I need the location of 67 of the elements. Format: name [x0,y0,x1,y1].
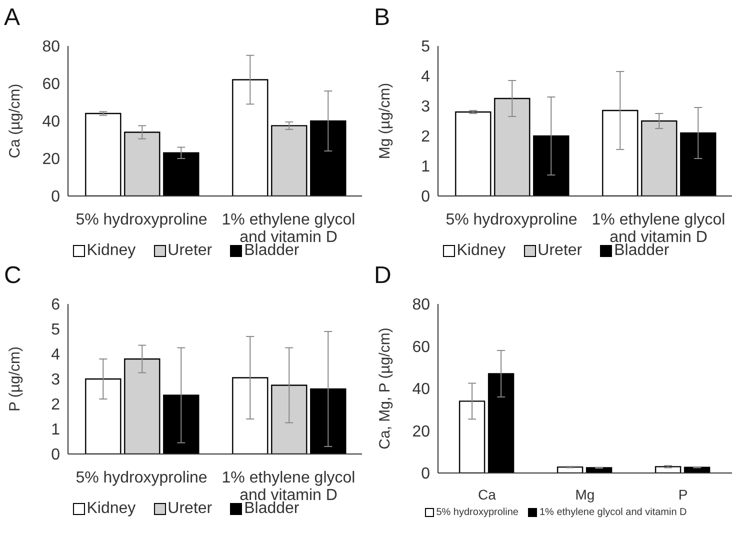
y-tick-label: 2 [51,396,60,414]
y-tick-label: 1 [421,158,430,176]
chart-title: D [374,262,392,290]
bar [533,135,570,196]
y-tick-label: 40 [42,114,60,131]
bar [586,467,612,473]
y-tick-label: 2 [421,128,430,146]
y-axis-title: Ca (µg/cm) [6,84,24,158]
bar [494,98,530,196]
bar [455,111,492,196]
chart-title: A [4,4,20,32]
y-tick-label: 20 [412,423,430,440]
legend-label: Kidney [456,242,506,260]
x-tick-label: 5% hydroxyproline [76,211,208,228]
y-tick-label: 3 [51,372,60,389]
y-tick-label: 20 [42,151,60,168]
bar [310,120,346,196]
x-tick-label: 5% hydroxyproline [446,211,578,228]
legend-label: Ureter [536,242,582,260]
bar [232,79,268,196]
y-axis-title: Ca, Mg, P (µg/cm) [376,328,394,450]
y-tick-label: 5 [421,38,430,56]
chart-title: C [4,262,22,290]
bar [124,358,160,454]
bar [684,466,710,473]
legend-label: 5% hydroxyproline [435,507,518,518]
bar [85,112,122,196]
bar [271,384,308,454]
bar [602,110,638,196]
bar [488,373,514,473]
bar [680,132,716,196]
y-tick-label: 0 [421,466,430,483]
bar [641,120,678,196]
y-tick-label: 3 [421,98,430,116]
bar [654,466,682,473]
y-axis-title: P (µg/cm) [6,346,24,412]
y-tick-label: 0 [51,188,60,206]
x-tick-label: Mg [575,486,595,503]
x-tick-label: Ca [478,486,496,503]
y-tick-label: 5 [51,322,60,339]
y-tick-label: 80 [42,38,60,56]
legend-label: Kidney [86,242,136,260]
y-tick-label: 0 [421,188,430,206]
legend-label: 1% ethylene glycol and vitamin D [538,507,687,518]
legend-label: Kidney [86,500,136,518]
x-tick-label: P [678,486,688,503]
bar [310,388,346,454]
legend-label: Ureter [166,242,212,260]
y-tick-label: 0 [51,446,60,464]
y-tick-label: 60 [412,338,430,356]
y-tick-label: 4 [51,346,60,364]
bar [163,394,200,454]
y-tick-label: 1 [51,422,60,439]
y-tick-label: 40 [412,381,430,398]
legend-label: Ureter [166,500,212,518]
bar [458,400,486,473]
bar [124,132,160,196]
bar [85,378,122,454]
bar [163,152,200,196]
bar [271,125,308,196]
chart-title: B [374,4,390,32]
y-tick-label: 6 [51,296,60,314]
bar [232,377,268,454]
y-tick-label: 80 [412,296,430,314]
y-tick-label: 4 [421,68,430,86]
y-tick-label: 60 [42,76,60,94]
y-axis-title: Mg (µg/cm) [376,82,394,160]
